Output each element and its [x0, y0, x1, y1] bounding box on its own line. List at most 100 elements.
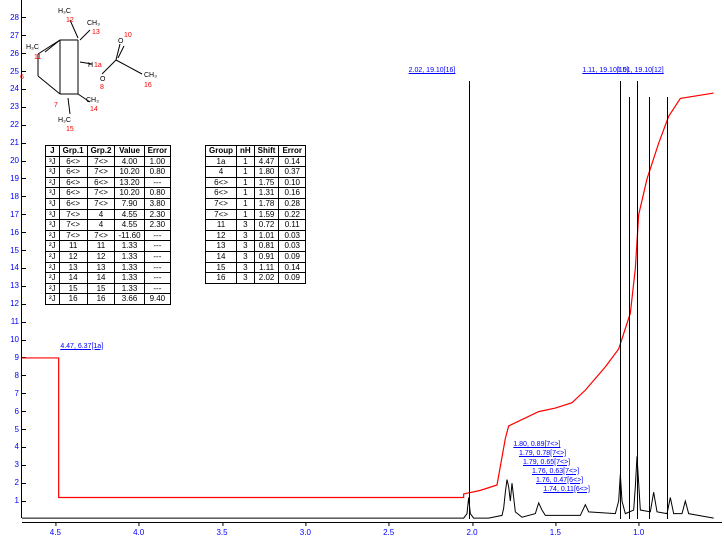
y-tick: 14 [0, 263, 22, 272]
peak-vline [649, 97, 650, 519]
table-row: ²J12121.33--- [46, 251, 171, 262]
peak-label: 1.79, 0.65[7<>] [523, 459, 570, 466]
y-tick: 23 [0, 102, 22, 111]
atom-label: H₃C [26, 44, 39, 51]
table-row: ³J7<>44.552.30 [46, 220, 171, 231]
atom-label: 15 [66, 126, 74, 133]
y-tick: 6 [0, 407, 22, 416]
y-axis: 1234567891011121314151617181920212223242… [0, 0, 22, 518]
y-tick: 21 [0, 138, 22, 147]
table-row: 1a14.470.14 [206, 156, 306, 167]
y-tick: 13 [0, 281, 22, 290]
y-tick: 9 [0, 353, 22, 362]
table-row: 1130.720.11 [206, 220, 306, 231]
y-tick: 20 [0, 156, 22, 165]
table-row: ³J6<>7<>10.200.80 [46, 188, 171, 199]
table-row: ³J6<>7<>4.001.00 [46, 156, 171, 167]
molecule-structure: H₃C12CH₃13H₃C1167H1aO10O8CH₃16CH₃14H₃C15 [20, 2, 170, 132]
peak-vline [629, 97, 630, 519]
atom-label: 16 [144, 82, 152, 89]
x-tick: 4.0 [133, 528, 144, 537]
atom-label: H₃C [58, 117, 71, 124]
peak-label: 1.74, 0.11[6<>] [543, 486, 590, 493]
atom-label: 10 [124, 32, 132, 39]
atom-label: 7 [54, 102, 58, 109]
table-row: ³J7<>44.552.30 [46, 209, 171, 220]
table-row: ²J14141.33--- [46, 273, 171, 284]
table-header: Error [279, 146, 306, 157]
y-tick: 4 [0, 442, 22, 451]
table-header: Error [144, 146, 171, 157]
group-shift-table: GroupnHShiftError1a14.470.14411.800.376<… [205, 145, 306, 284]
y-tick: 25 [0, 67, 22, 76]
y-tick: 26 [0, 49, 22, 58]
table-row: 1430.910.09 [206, 251, 306, 262]
y-tick: 24 [0, 84, 22, 93]
x-tick: 3.5 [216, 528, 227, 537]
y-tick: 5 [0, 425, 22, 434]
atom-label: 14 [90, 106, 98, 113]
y-tick: 16 [0, 228, 22, 237]
y-tick: 11 [0, 317, 22, 326]
peak-vline [620, 81, 621, 519]
peak-label: 1.79, 0.78[7<>] [519, 450, 566, 457]
table-row: ²J13131.33--- [46, 262, 171, 273]
peak-label: 4.47, 6.37[1a] [60, 343, 103, 350]
y-tick: 27 [0, 31, 22, 40]
table-row: 7<>11.590.22 [206, 209, 306, 220]
y-tick: 2 [0, 478, 22, 487]
atom-label: CH₃ [86, 97, 99, 104]
x-tick: 1.5 [550, 528, 561, 537]
y-tick: 8 [0, 371, 22, 380]
table-row: 411.800.37 [206, 167, 306, 178]
y-tick: 18 [0, 192, 22, 201]
peak-label: 1.76, 0.47[6<>] [536, 477, 583, 484]
y-tick: 15 [0, 246, 22, 255]
table-row: 7<>11.780.28 [206, 198, 306, 209]
x-axis [22, 522, 722, 523]
y-tick: 22 [0, 120, 22, 129]
atom-label: 6 [20, 74, 24, 81]
peak-vline [667, 97, 668, 519]
atom-label: 13 [92, 29, 100, 36]
peak-label: 1.01, 19.10[12] [617, 67, 664, 74]
table-row: ²J6<>6<>13.20--- [46, 177, 171, 188]
y-tick: 10 [0, 335, 22, 344]
table-row: ²J15151.33--- [46, 283, 171, 294]
table-header: nH [237, 146, 255, 157]
table-header: Group [206, 146, 237, 157]
atom-label: 12 [66, 17, 74, 24]
y-tick: 7 [0, 389, 22, 398]
x-tick: 3.0 [300, 528, 311, 537]
table-row: ³J6<>7<>10.200.80 [46, 167, 171, 178]
y-tick: 17 [0, 210, 22, 219]
peak-label: 1.76, 0.63[7<>] [532, 468, 579, 475]
table-header: Grp.1 [59, 146, 87, 157]
table-row: ²J11111.33--- [46, 241, 171, 252]
atom-label: CH₃ [87, 20, 100, 27]
y-tick: 19 [0, 174, 22, 183]
table-header: Value [115, 146, 144, 157]
table-row: 1330.810.03 [206, 241, 306, 252]
atom-label: 1a [94, 62, 102, 69]
atom-label: O [100, 76, 105, 83]
table-row: ³J6<>7<>7.903.80 [46, 198, 171, 209]
table-row: 6<>11.310.16 [206, 188, 306, 199]
table-header: J [46, 146, 60, 157]
y-tick: 1 [0, 496, 22, 505]
atom-label: 11 [34, 54, 41, 61]
x-tick: 1.0 [633, 528, 644, 537]
peak-label: 1.80, 0.89[7<>] [513, 441, 560, 448]
atom-label: O [118, 38, 123, 45]
atom-label: H [88, 62, 93, 69]
table-row: ²J16163.669.40 [46, 294, 171, 305]
table-row: 1632.020.09 [206, 273, 306, 284]
peak-vline [469, 81, 470, 519]
table-row: 6<>11.750.10 [206, 177, 306, 188]
atom-label: 8 [100, 84, 104, 91]
y-tick: 28 [0, 13, 22, 22]
peak-vline [637, 81, 638, 519]
atom-label: H₃C [58, 8, 71, 15]
j-coupling-table: JGrp.1Grp.2ValueError³J6<>7<>4.001.00³J6… [45, 145, 171, 305]
atom-label: CH₃ [144, 72, 157, 79]
